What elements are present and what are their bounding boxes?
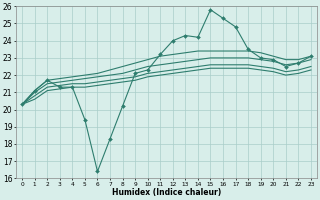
X-axis label: Humidex (Indice chaleur): Humidex (Indice chaleur) — [112, 188, 221, 197]
